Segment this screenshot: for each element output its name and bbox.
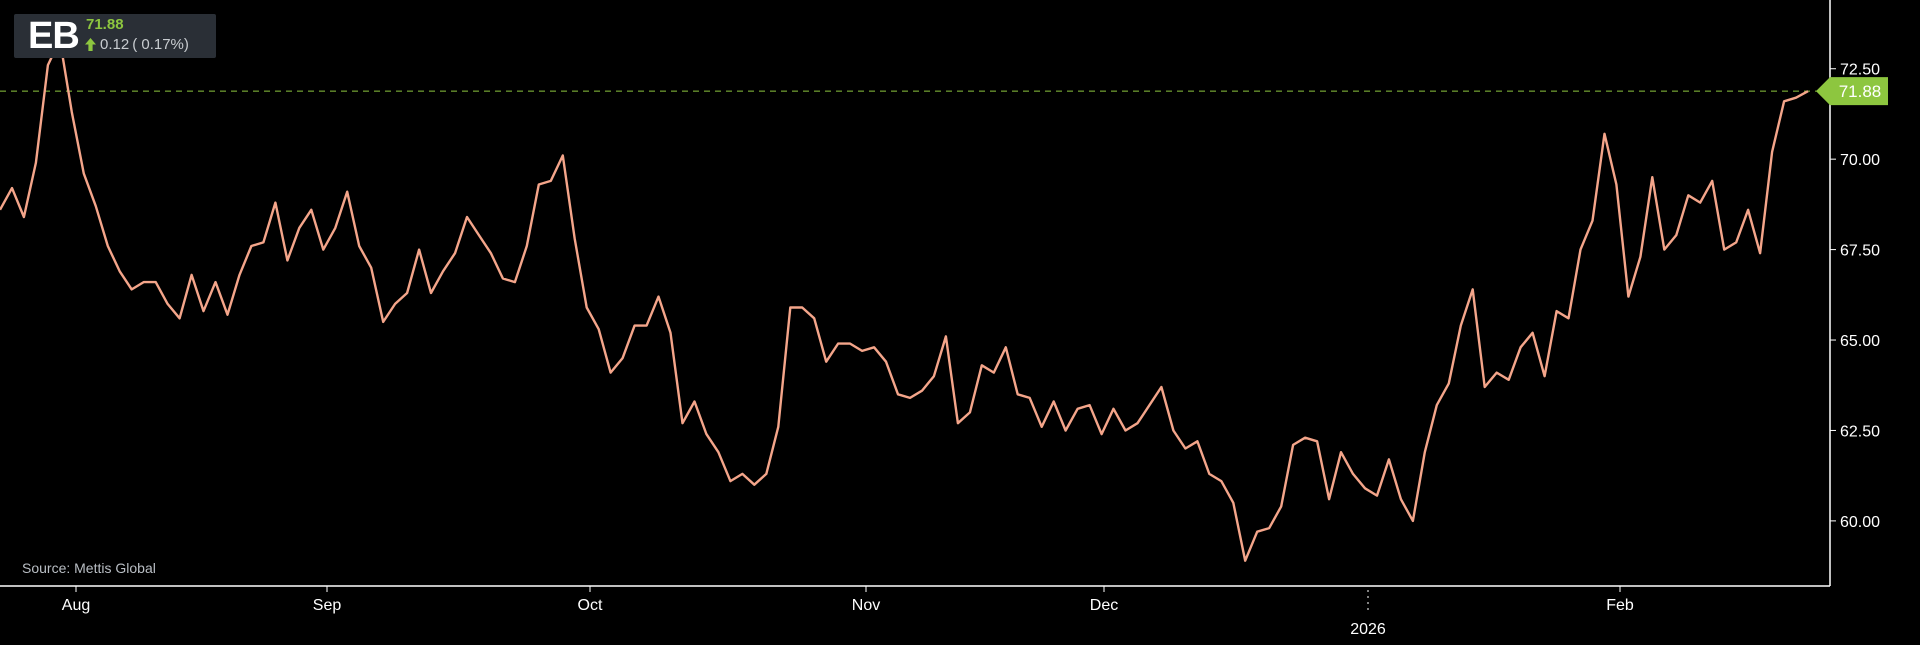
quote-header: EB 71.88 0.12 ( 0.17%) xyxy=(14,14,216,58)
last-price-tag-label: 71.88 xyxy=(1839,82,1882,101)
x-tick-label: Nov xyxy=(852,597,880,614)
y-tick-label: 72.50 xyxy=(1840,62,1880,79)
x-tick-label: Feb xyxy=(1606,597,1634,614)
x-tick-label: 2026 xyxy=(1350,621,1386,638)
y-axis-ticks: 60.00 62.50 65.00 67.50 70.00 72.50 xyxy=(1830,62,1880,531)
source-label: Source: Mettis Global xyxy=(22,560,156,576)
arrow-up-icon xyxy=(85,38,96,51)
ticker-symbol: EB xyxy=(28,15,80,57)
price-series-line xyxy=(0,38,1809,562)
y-tick-label: 65.00 xyxy=(1840,333,1880,350)
x-axis-ticks: Aug Sep Oct Nov Dec 2026 Feb xyxy=(62,586,1634,638)
last-price: 71.88 xyxy=(86,16,124,33)
y-tick-label: 67.50 xyxy=(1840,243,1880,260)
x-tick-label: Oct xyxy=(578,597,603,614)
y-tick-label: 62.50 xyxy=(1840,423,1880,440)
y-tick-label: 70.00 xyxy=(1840,152,1880,169)
x-tick-label: Aug xyxy=(62,597,90,614)
x-tick-label: Sep xyxy=(313,597,342,614)
price-change: 0.12 ( 0.17%) xyxy=(84,35,189,54)
last-price-tag: 71.88 xyxy=(1816,77,1888,106)
x-tick-label: Dec xyxy=(1090,597,1118,614)
last-price-tag-shape xyxy=(1816,77,1888,106)
change-percent: ( 0.17%) xyxy=(132,36,189,53)
y-tick-label: 60.00 xyxy=(1840,514,1880,531)
change-value: 0.12 xyxy=(100,36,130,53)
